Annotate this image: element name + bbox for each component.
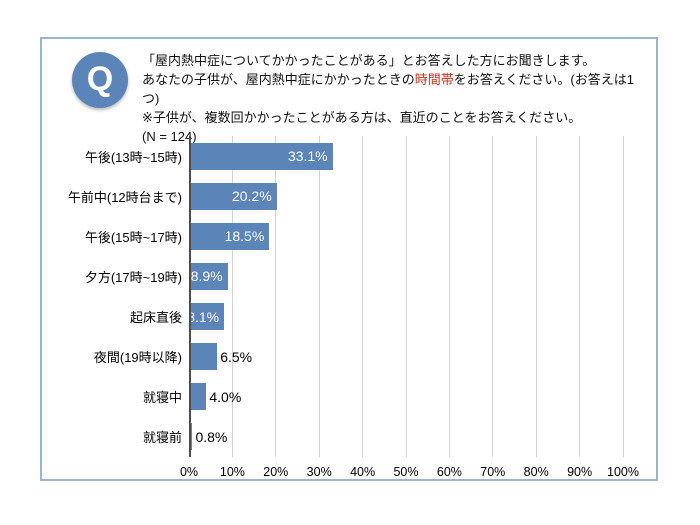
bar-row: 8.1% (187, 297, 623, 337)
x-tick-label: 20% (263, 465, 289, 479)
bar-row: 8.9% (189, 256, 623, 296)
category-label: 起床直後 (129, 310, 182, 326)
plot-area: 33.1% 20.2% 18.5% 8.9% 8.1% 6.5% 4.0% 0.8% (187, 136, 624, 457)
survey-card: Q 「屋内熱中症についてかかったことがある」とお答えした方にお聞きします。 あな… (40, 37, 658, 481)
x-tick-label: 60% (436, 465, 462, 479)
question-line-3: ※子供が、複数回かかったことがある方は、直近のことをお答えください。 (142, 110, 582, 125)
gridline (318, 136, 320, 457)
value-label: 18.5% (224, 228, 265, 245)
bar: 18.5% (189, 222, 270, 250)
x-tick-label: 90% (567, 465, 593, 479)
gridline (622, 136, 624, 457)
x-tick-label: 70% (480, 465, 506, 479)
value-label: 6.5% (220, 348, 253, 365)
gridline (405, 136, 407, 457)
category-label: 午後(13時~15時) (84, 149, 182, 165)
bar-row: 20.2% (189, 176, 623, 216)
category-axis: 午後(13時~15時) 午前中(12時台まで) 午後(15時~17時) 夕方(17時~… (42, 136, 182, 457)
bar: 20.2% (189, 182, 277, 210)
value-label: 8.1% (187, 308, 220, 325)
sample-size: (N = 124) (142, 129, 197, 144)
question-line-2-highlight: 時間帯 (414, 72, 454, 87)
x-tick-label: 50% (393, 465, 419, 479)
gridline (535, 136, 537, 457)
bar-row: 4.0% (189, 377, 623, 417)
value-label: 8.9% (190, 268, 223, 285)
gridline (275, 136, 277, 457)
bar: 33.1% (189, 142, 333, 170)
value-label: 20.2% (231, 188, 272, 205)
category-label: 就寝前 (142, 430, 182, 446)
question-badge: Q (72, 52, 128, 108)
gridline (579, 136, 581, 457)
question-line-1: 「屋内熱中症についてかかったことがある」とお答えした方にお聞きします。 (142, 53, 596, 68)
bar: 8.1% (187, 303, 225, 331)
x-tick-label: 10% (219, 465, 245, 479)
question-text-block: 「屋内熱中症についてかかったことがある」とお答えした方にお聞きします。 あなたの… (142, 51, 647, 146)
x-tick-label: 30% (306, 465, 332, 479)
question-line-2-post: をお答えください。(お答えは1つ) (142, 72, 634, 106)
category-label: 就寝中 (142, 390, 182, 406)
value-label: 4.0% (209, 388, 242, 405)
x-tick-label: 0% (179, 465, 199, 479)
gridline (448, 136, 450, 457)
category-label: 夕方(17時~19時) (84, 269, 182, 285)
x-tick-label: 100% (607, 465, 639, 479)
y-axis-line (189, 136, 191, 457)
value-label: 0.8% (195, 428, 228, 445)
gridline (492, 136, 494, 457)
category-label: 午前中(12時台まで) (67, 189, 182, 205)
question-line-2: あなたの子供が、屋内熱中症にかかったときの時間帯をお答えください。(お答えは1つ… (142, 70, 647, 108)
bar (189, 343, 218, 371)
x-tick-label: 80% (523, 465, 549, 479)
bar-row: 18.5% (189, 216, 623, 256)
question-line-2-pre: あなたの子供が、屋内熱中症にかかったときの (142, 72, 415, 87)
value-label: 33.1% (287, 148, 328, 165)
x-tick-label: 40% (350, 465, 376, 479)
bar-row: 0.8% (189, 417, 623, 457)
question-badge-letter: Q (86, 60, 114, 98)
gridline (231, 136, 233, 457)
bar-row: 6.5% (189, 337, 623, 377)
bar: 8.9% (189, 262, 228, 290)
category-label: 午後(15時~17時) (84, 229, 182, 245)
x-axis: 0% 10% 20% 30% 40% 50% 60% 70% 80% 90% 100% (180, 463, 639, 481)
bar (189, 383, 207, 411)
gridline (362, 136, 364, 457)
category-label: 夜間(19時以降) (93, 350, 182, 366)
bar-row: 33.1% (189, 136, 623, 176)
